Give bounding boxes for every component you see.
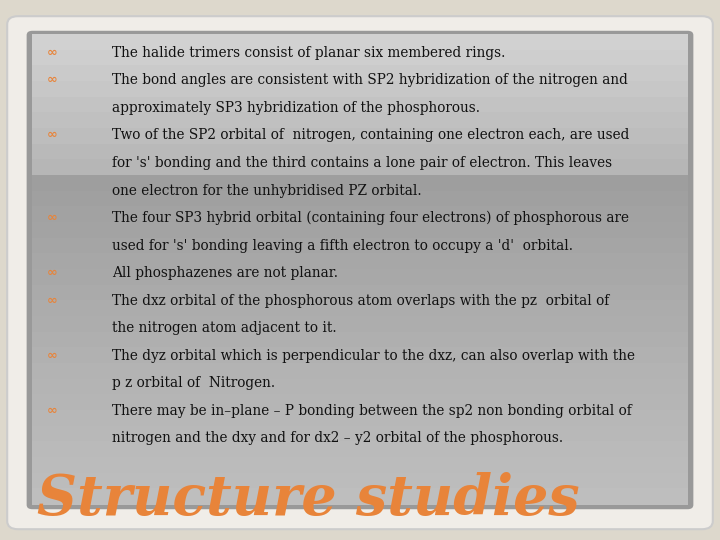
Bar	[32, 363, 688, 380]
Bar	[32, 410, 688, 427]
Bar	[32, 159, 688, 176]
Bar	[32, 379, 688, 395]
Text: Two of the SP2 orbital of  nitrogen, containing one electron each, are used: Two of the SP2 orbital of nitrogen, cont…	[112, 129, 629, 143]
Text: one electron for the unhybridised PZ orbital.: one electron for the unhybridised PZ orb…	[112, 184, 421, 198]
Bar	[32, 175, 688, 192]
Text: ∞: ∞	[47, 211, 58, 224]
Bar	[32, 81, 688, 98]
Bar	[32, 488, 688, 505]
Bar	[32, 426, 688, 442]
Text: used for 's' bonding leaving a fifth electron to occupy a 'd'  orbital.: used for 's' bonding leaving a fifth ele…	[112, 239, 572, 253]
Text: p z orbital of  Nitrogen.: p z orbital of Nitrogen.	[112, 376, 275, 390]
FancyBboxPatch shape	[27, 31, 693, 509]
Text: approximately SP3 hybridization of the phosphorous.: approximately SP3 hybridization of the p…	[112, 101, 480, 115]
Bar	[32, 112, 688, 129]
Bar	[32, 238, 688, 254]
Bar	[32, 34, 688, 51]
Text: ∞: ∞	[47, 266, 58, 279]
Bar	[32, 300, 688, 317]
Text: The dyz orbital which is perpendicular to the dxz, can also overlap with the: The dyz orbital which is perpendicular t…	[112, 349, 634, 363]
Bar	[32, 97, 688, 113]
Text: The bond angles are consistent with SP2 hybridization of the nitrogen and: The bond angles are consistent with SP2 …	[112, 73, 627, 87]
Text: ∞: ∞	[47, 349, 58, 362]
Text: There may be in–plane – P bonding between the sp2 non bonding orbital of: There may be in–plane – P bonding betwee…	[112, 404, 631, 418]
Bar	[32, 222, 688, 239]
Bar	[32, 206, 688, 223]
Text: All phosphazenes are not planar.: All phosphazenes are not planar.	[112, 266, 338, 280]
Bar	[32, 441, 688, 458]
Text: ∞: ∞	[47, 404, 58, 417]
Bar	[32, 394, 688, 411]
Text: The four SP3 hybrid orbital (containing four electrons) of phosphorous are: The four SP3 hybrid orbital (containing …	[112, 211, 629, 226]
Bar	[32, 472, 688, 489]
Bar	[32, 347, 688, 364]
FancyBboxPatch shape	[7, 16, 713, 529]
Bar	[32, 65, 688, 82]
Text: The dxz orbital of the phosphorous atom overlaps with the pz  orbital of: The dxz orbital of the phosphorous atom …	[112, 294, 609, 308]
Text: nitrogen and the dxy and for dx2 – y2 orbital of the phosphorous.: nitrogen and the dxy and for dx2 – y2 or…	[112, 431, 563, 446]
Text: Structure studies: Structure studies	[37, 472, 580, 528]
Text: ∞: ∞	[47, 129, 58, 141]
Bar	[32, 144, 688, 160]
Bar	[32, 253, 688, 270]
Bar	[32, 50, 688, 66]
Bar	[32, 332, 688, 348]
Text: The halide trimers consist of planar six membered rings.: The halide trimers consist of planar six…	[112, 46, 505, 60]
Text: ∞: ∞	[47, 73, 58, 86]
Bar	[32, 285, 688, 301]
Text: for 's' bonding and the third contains a lone pair of electron. This leaves: for 's' bonding and the third contains a…	[112, 156, 612, 170]
Text: ∞: ∞	[47, 46, 58, 59]
Text: the nitrogen atom adjacent to it.: the nitrogen atom adjacent to it.	[112, 321, 336, 335]
Bar	[32, 128, 688, 145]
Bar	[32, 316, 688, 333]
Bar	[32, 191, 688, 207]
Bar	[32, 457, 688, 474]
Text: ∞: ∞	[47, 294, 58, 307]
Bar	[32, 269, 688, 286]
